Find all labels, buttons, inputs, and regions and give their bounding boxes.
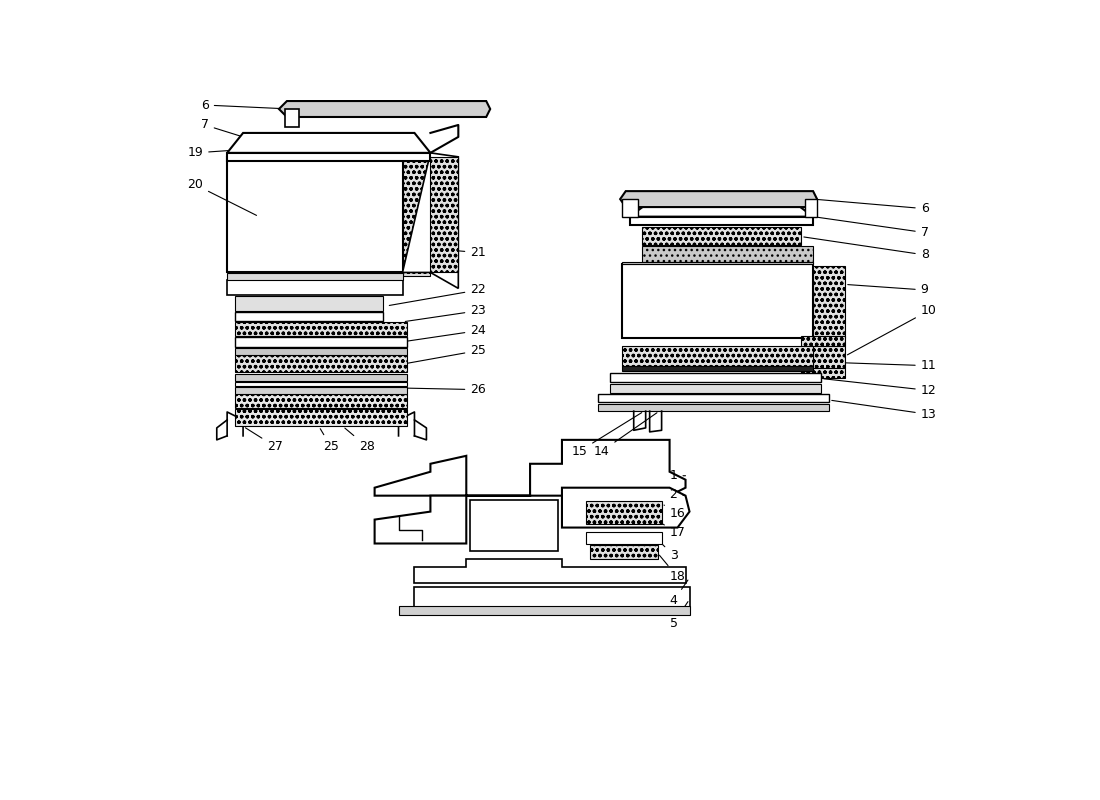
Bar: [430, 157, 459, 273]
Bar: [813, 346, 845, 368]
Text: 2: 2: [670, 487, 685, 501]
Polygon shape: [227, 133, 430, 153]
Text: 16: 16: [664, 505, 685, 520]
Polygon shape: [620, 191, 817, 207]
Text: 8: 8: [804, 237, 928, 262]
Polygon shape: [562, 488, 690, 527]
Text: 22: 22: [389, 283, 486, 306]
Bar: [621, 346, 813, 366]
Polygon shape: [227, 153, 430, 161]
Bar: [621, 264, 813, 338]
Text: 21: 21: [433, 246, 486, 259]
Bar: [586, 531, 661, 543]
Bar: [235, 382, 407, 386]
Bar: [621, 366, 813, 371]
Text: 10: 10: [847, 304, 936, 355]
Bar: [235, 311, 383, 321]
Polygon shape: [375, 440, 685, 496]
Bar: [227, 281, 403, 294]
Polygon shape: [805, 199, 817, 217]
Bar: [235, 354, 407, 372]
Text: 12: 12: [824, 378, 936, 397]
Polygon shape: [279, 101, 491, 117]
Polygon shape: [285, 109, 299, 126]
Polygon shape: [629, 205, 813, 217]
Bar: [415, 587, 690, 607]
Bar: [235, 394, 407, 408]
Bar: [235, 374, 407, 381]
Polygon shape: [621, 199, 638, 217]
Bar: [235, 296, 383, 310]
Bar: [403, 153, 430, 277]
Text: 20: 20: [187, 178, 256, 215]
Text: 9: 9: [848, 283, 928, 297]
Text: 19: 19: [187, 145, 308, 159]
Bar: [235, 322, 407, 336]
Bar: [641, 227, 801, 245]
Text: 17: 17: [660, 522, 685, 539]
Text: 27: 27: [245, 428, 283, 453]
Bar: [813, 266, 845, 338]
Text: 13: 13: [832, 400, 936, 421]
Bar: [235, 348, 407, 354]
Text: 25: 25: [405, 344, 486, 364]
Text: 25: 25: [320, 429, 339, 453]
Polygon shape: [403, 153, 459, 288]
Bar: [471, 500, 558, 551]
Text: 15: 15: [572, 413, 641, 458]
Text: 28: 28: [344, 428, 375, 453]
Bar: [801, 368, 845, 378]
Text: 24: 24: [405, 324, 486, 342]
Text: 1: 1: [670, 470, 685, 482]
Bar: [235, 409, 407, 426]
Text: 4: 4: [670, 580, 688, 607]
Bar: [243, 134, 398, 154]
Text: 6: 6: [201, 98, 288, 111]
Bar: [597, 404, 829, 411]
Bar: [641, 246, 813, 262]
Text: 5: 5: [670, 602, 688, 630]
Polygon shape: [375, 496, 466, 543]
Bar: [398, 606, 690, 615]
Text: 23: 23: [405, 304, 486, 322]
Bar: [235, 337, 407, 346]
Text: 7: 7: [201, 118, 241, 136]
Polygon shape: [415, 559, 685, 583]
Text: 14: 14: [594, 413, 657, 458]
Text: 26: 26: [405, 383, 486, 396]
Bar: [235, 387, 407, 394]
Text: 18: 18: [659, 555, 685, 583]
Bar: [227, 157, 403, 273]
Text: 3: 3: [656, 538, 678, 562]
Polygon shape: [621, 262, 813, 264]
Bar: [590, 545, 658, 559]
Bar: [609, 373, 821, 382]
Text: 6: 6: [816, 199, 928, 215]
Bar: [586, 502, 661, 523]
Text: 11: 11: [816, 359, 936, 372]
Polygon shape: [629, 217, 813, 225]
Bar: [609, 384, 821, 393]
Text: 7: 7: [816, 217, 928, 239]
Bar: [227, 274, 403, 280]
Bar: [597, 394, 829, 402]
Bar: [801, 336, 845, 346]
